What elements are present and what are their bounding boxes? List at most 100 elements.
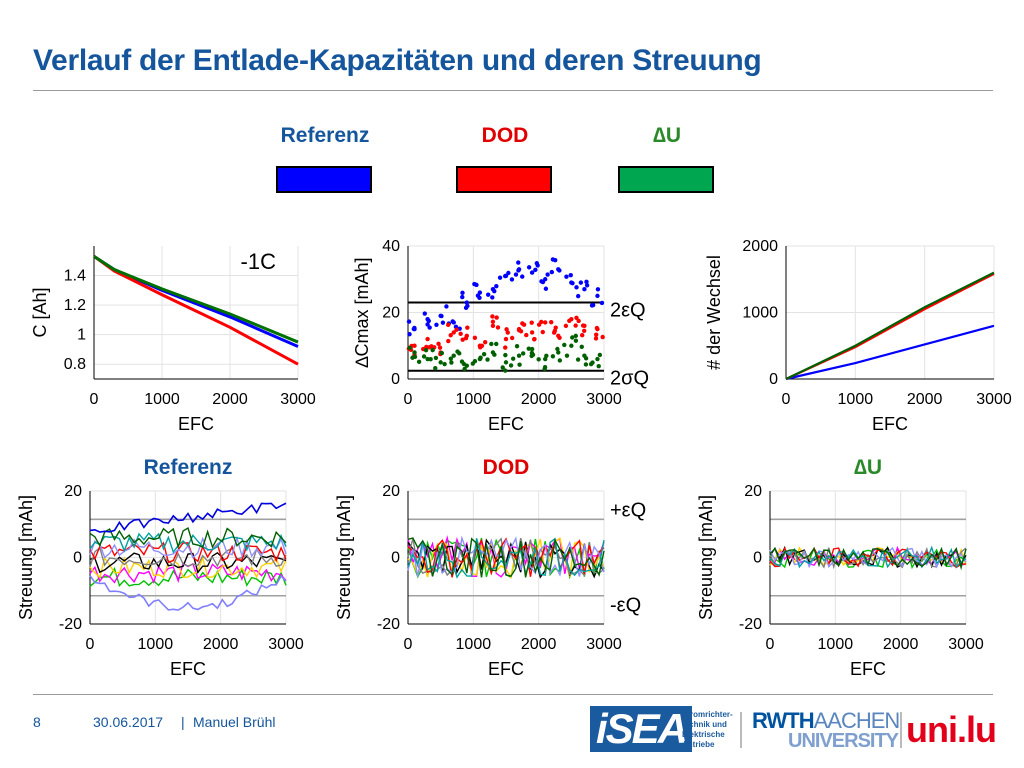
y-axis-label: Streuung [mAh] [16,495,36,620]
isea-caption-line: Elektrische [682,730,725,739]
data-point [583,362,589,367]
data-point [590,360,595,365]
data-point [575,293,581,299]
data-point [516,260,521,265]
data-point [490,314,495,319]
data-point [430,347,435,353]
x-tick-label: 3000 [268,636,304,653]
data-point [580,323,586,328]
data-point [529,346,535,352]
data-point [599,300,605,306]
spread-trace [407,537,605,579]
data-point [595,356,600,362]
data-point [529,270,535,275]
x-tick-label: 2000 [521,391,557,408]
data-point [562,342,567,348]
data-point [540,329,545,335]
data-point [412,350,417,355]
x-tick-label: 0 [782,391,791,408]
data-point [506,270,511,276]
y-tick-label: 0 [73,550,82,567]
data-point [584,283,590,288]
x-tick-label: 0 [404,636,413,653]
x-tick-label: 2000 [203,636,239,653]
x-tick-label: 2000 [212,391,248,408]
data-point [434,322,439,328]
data-point [597,352,603,358]
x-tick-label: 0 [404,391,413,408]
data-point [462,366,467,372]
y-tick-label: 0 [391,371,400,388]
x-tick-label: 1000 [456,391,492,408]
spread-trace [89,546,287,568]
data-point [595,293,600,299]
data-point [582,328,587,333]
data-point [542,366,547,372]
data-point [570,280,575,286]
x-tick-label: 3000 [586,391,622,408]
data-point [508,363,514,368]
rwth-logo: RWTHAACHEN UNIVERSITY [752,710,900,754]
y-tick-label: 1.4 [64,268,86,285]
y-tick-label: -20 [739,616,762,633]
x-tick-label: 0 [90,391,99,408]
x-tick-label: 1000 [138,636,174,653]
data-point [582,287,587,292]
data-point [446,322,451,328]
data-point [596,363,601,369]
data-point [425,336,430,342]
data-point [436,341,441,347]
data-point [545,272,550,277]
data-point [460,337,465,342]
legend-label-dod: DOD [481,124,529,147]
data-point [563,323,569,329]
data-point [423,347,429,353]
data-point [550,257,556,262]
data-point [438,360,443,365]
legend-label-referenz: Referenz [280,124,370,147]
data-point [520,351,526,356]
data-point [533,267,538,273]
data-point [579,333,585,338]
data-point [503,352,508,358]
data-point [459,359,465,364]
data-point [490,295,495,300]
reference-line-label: +εQ [610,499,646,521]
data-point [543,320,548,325]
data-point [455,349,460,354]
spread-trace [89,574,287,611]
data-point [516,268,521,273]
x-tick-label: 1000 [144,391,180,408]
data-point [426,318,431,324]
title-divider [33,90,993,91]
data-point [526,346,531,351]
data-point [489,341,494,347]
spread-trace [89,551,287,574]
data-point [536,322,542,327]
legend-swatch-dod [456,166,552,193]
data-point [497,275,503,280]
isea-logo-text: iSEA [590,706,693,752]
data-point [564,274,569,279]
data-point [482,340,488,345]
x-axis-label: EFC [488,414,524,434]
footer-date: 30.06.2017 [93,714,164,730]
footer-author: Manuel Brühl [193,714,276,730]
reference-line-label: 2σQ [610,368,649,390]
data-point [509,335,515,341]
data-point [465,303,470,309]
data-point [521,322,527,327]
data-point [556,350,561,355]
data-point [569,343,574,348]
data-point [454,327,459,332]
data-point [593,336,599,341]
series-line [785,324,995,381]
data-point [584,279,589,285]
data-point [448,333,453,338]
isea-caption-line: Stromrichter- [682,710,733,719]
spread-trace [769,546,967,571]
data-point [411,326,416,332]
y-tick-label: 0 [769,371,778,388]
data-point [517,362,522,367]
